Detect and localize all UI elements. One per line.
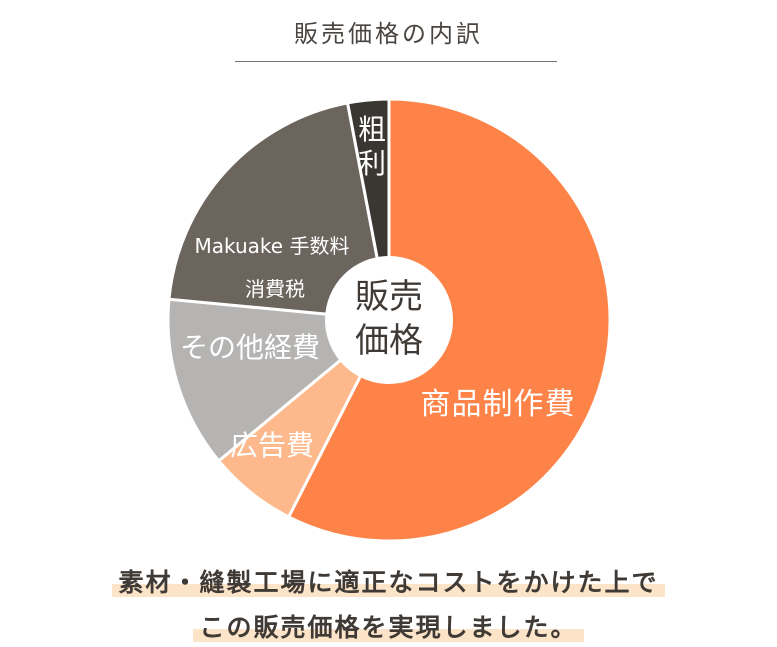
caption-line-2-text: この販売価格を実現しました。 <box>193 613 584 642</box>
slice-label-gross-profit-2: 利 <box>358 147 386 180</box>
slice-label-other-expenses: その他経費 <box>180 331 320 364</box>
slice-label-product-cost: 商品制作費 <box>421 387 576 422</box>
pie-chart: 販売 価格 商品制作費 広告費 その他経費 Makuake 手数料 消費税 粗 … <box>166 97 612 543</box>
slice-label-advertising: 広告費 <box>230 429 314 462</box>
title-divider <box>235 61 557 62</box>
slice-label-fee-line2: 消費税 <box>245 277 305 301</box>
caption-line-2: この販売価格を実現しました。 <box>0 608 777 644</box>
caption-line-1: 素材・縫製工場に適正なコストをかけた上で <box>0 563 777 599</box>
slice-fee-tax <box>167 101 391 322</box>
center-label-line2: 価格 <box>355 321 423 361</box>
slice-label-fee-line1: Makuake 手数料 <box>195 234 350 258</box>
donut-hole <box>325 256 453 384</box>
center-label-line1: 販売 <box>355 277 423 317</box>
slice-label-gross-profit-1: 粗 <box>358 113 386 146</box>
page-title: 販売価格の内訳 <box>294 20 483 48</box>
caption-line-1-text: 素材・縫製工場に適正なコストをかけた上で <box>112 568 665 597</box>
